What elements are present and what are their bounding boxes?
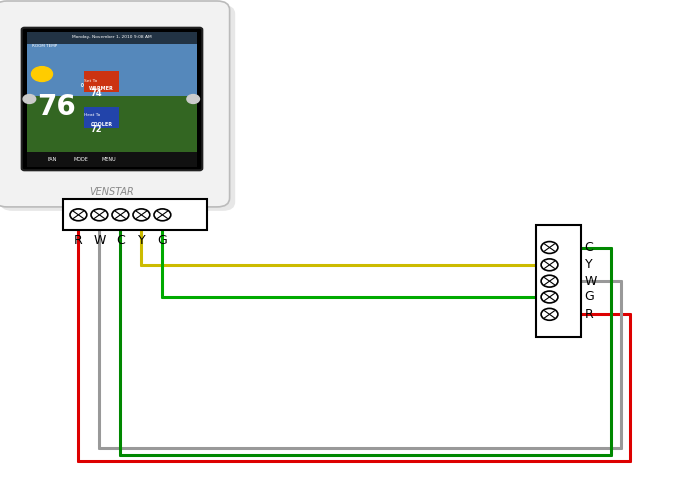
Text: G: G [584,291,594,303]
FancyBboxPatch shape [0,5,235,211]
Text: C: C [584,241,594,254]
Text: VENSTAR: VENSTAR [90,187,134,197]
Circle shape [23,95,36,103]
Circle shape [133,209,150,221]
Text: W: W [584,275,597,288]
Text: ROOM TEMP: ROOM TEMP [32,45,57,49]
Text: G: G [158,234,167,247]
Circle shape [541,275,558,287]
Circle shape [154,209,171,221]
Text: R: R [584,308,594,321]
Text: Y: Y [138,234,145,247]
Text: Set To: Set To [84,79,97,83]
Text: R: R [74,234,83,247]
Circle shape [541,291,558,303]
Circle shape [70,209,87,221]
Text: Heat To: Heat To [84,113,100,117]
Text: WARMER: WARMER [89,86,114,91]
Text: FAN: FAN [48,157,57,162]
FancyBboxPatch shape [0,1,230,207]
Circle shape [541,308,558,320]
FancyBboxPatch shape [22,28,202,170]
Circle shape [541,259,558,271]
Text: COOLER: COOLER [90,122,113,127]
Text: C: C [116,234,125,247]
Bar [84,71,119,92]
Text: 74: 74 [91,89,102,98]
Circle shape [112,209,129,221]
Text: Monday, November 1, 2010 9:08 AM: Monday, November 1, 2010 9:08 AM [72,35,152,39]
Text: 72: 72 [91,125,102,134]
Circle shape [187,95,199,103]
Circle shape [541,242,558,253]
Text: W: W [93,234,106,247]
Bar [27,151,197,167]
Text: MODE: MODE [73,157,88,162]
Bar [84,107,119,128]
Text: MENU: MENU [102,157,116,162]
Text: 76: 76 [37,94,76,121]
Bar [27,33,197,44]
Circle shape [32,67,52,82]
Bar [27,95,197,167]
FancyBboxPatch shape [63,199,206,230]
Circle shape [91,209,108,221]
Text: °: ° [79,83,84,93]
FancyBboxPatch shape [536,225,581,337]
Text: Y: Y [584,258,592,271]
Bar [27,44,197,96]
